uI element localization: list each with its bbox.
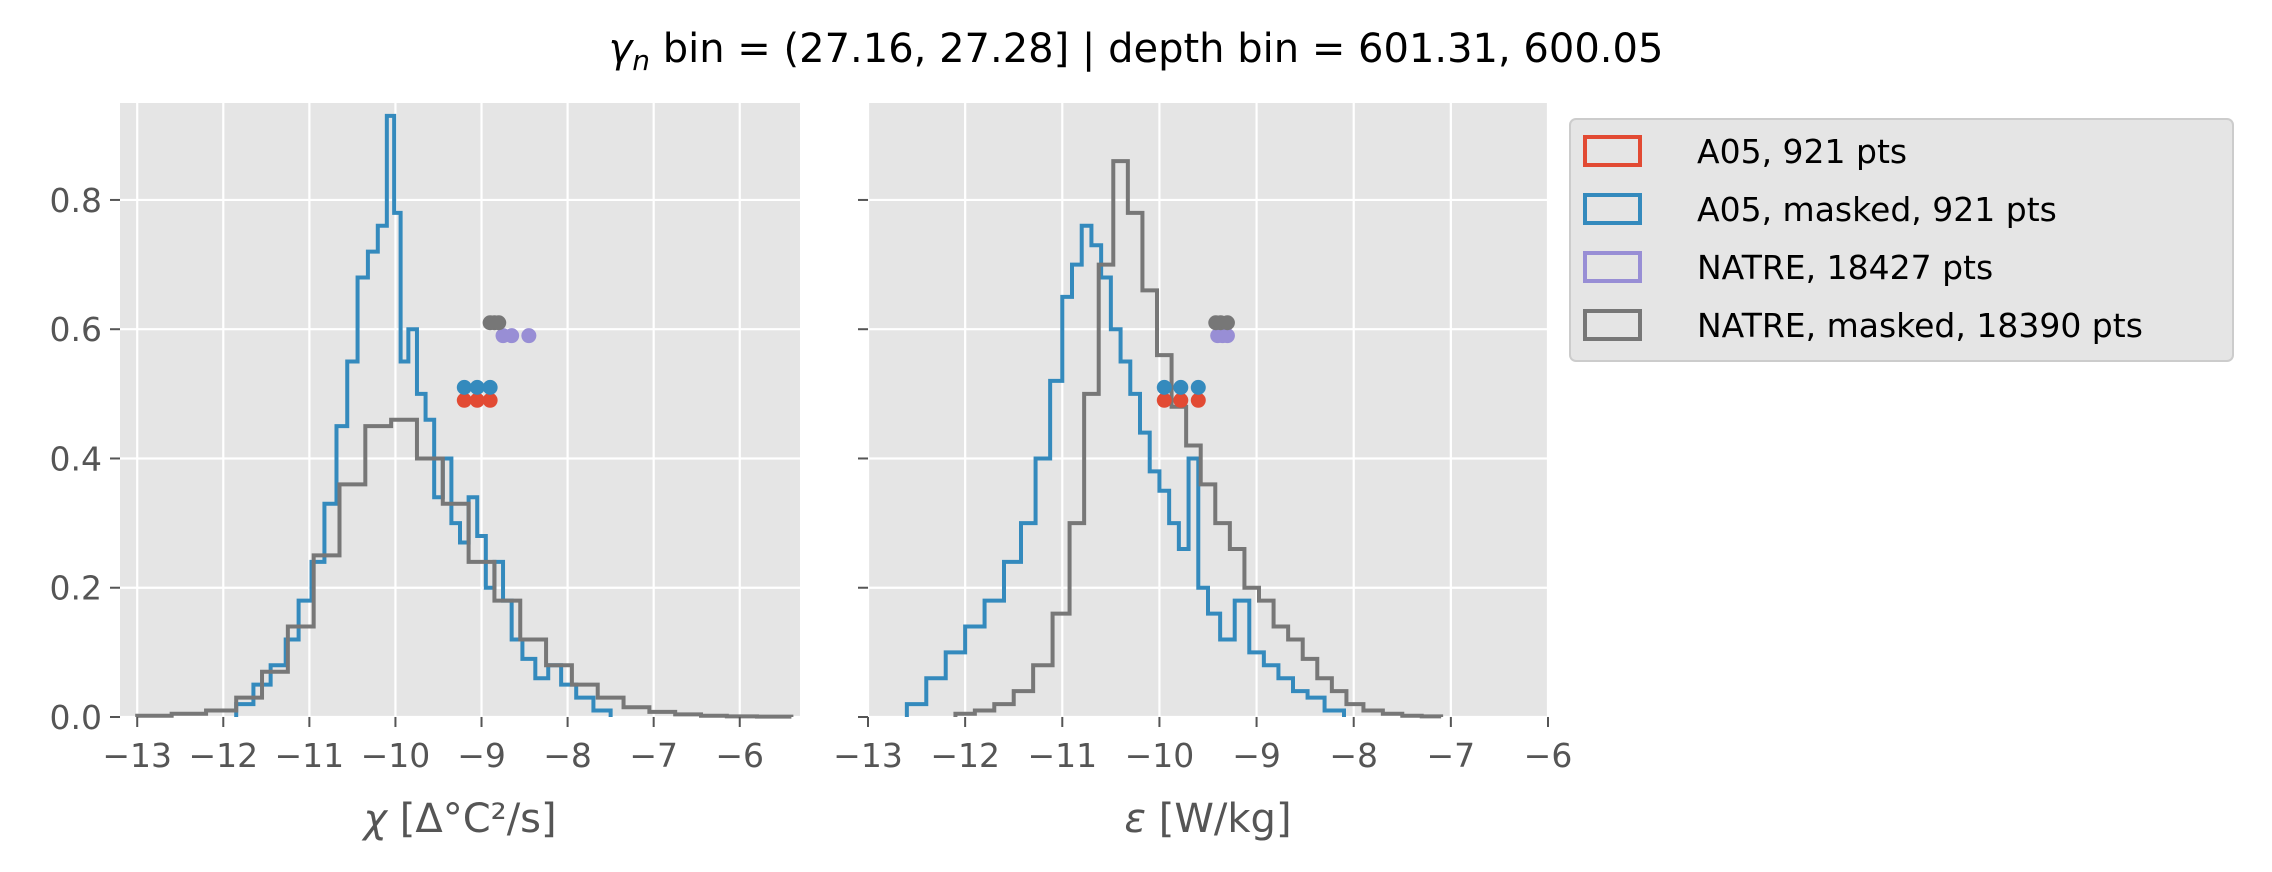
statistic-marker — [482, 392, 498, 408]
x-axis-unit: [Δ°C²/s] — [387, 796, 557, 842]
x-tick-label: −12 — [930, 736, 1000, 775]
title-text: bin = (27.16, 27.28] | depth bin = 601.3… — [650, 26, 1663, 72]
x-tick-label: −6 — [715, 736, 764, 775]
legend-swatch — [1583, 309, 1642, 341]
histogram-line — [904, 223, 1346, 717]
histogram-series — [135, 113, 794, 719]
legend-label: NATRE, 18427 pts — [1697, 248, 1993, 287]
statistic-marker — [1219, 328, 1235, 344]
statistic-marker — [1219, 315, 1235, 331]
figure-title: γn bin = (27.16, 27.28] | depth bin = 60… — [609, 26, 1664, 77]
statistic-marker — [1190, 379, 1206, 395]
legend-label: A05, masked, 921 pts — [1697, 190, 2057, 229]
legend-frame — [1569, 118, 2234, 362]
x-tick-label: −7 — [629, 736, 678, 775]
x-tick-label: −10 — [361, 736, 431, 775]
title-subscript: n — [632, 44, 650, 77]
statistic-marker — [504, 328, 520, 344]
x-axis: −13 −12 −11 −10 −9 −8 −7 −6 — [833, 717, 1572, 775]
x-tick-label: −13 — [102, 736, 172, 775]
x-axis-label: ε [W/kg] — [1124, 796, 1291, 842]
x-tick-label: −13 — [833, 736, 903, 775]
x-tick-label: −9 — [457, 736, 506, 775]
legend-swatch — [1583, 135, 1642, 167]
y-tick-label: 0.4 — [50, 439, 102, 478]
histogram-series — [904, 159, 1444, 719]
y-axis — [858, 198, 868, 718]
statistic-marker — [469, 392, 485, 408]
statistic-marker — [521, 328, 537, 344]
legend-label: NATRE, masked, 18390 pts — [1697, 306, 2143, 345]
histogram-line — [135, 417, 794, 719]
legend: A05, 921 pts A05, masked, 921 pts NATRE, 1… — [1569, 118, 2234, 362]
statistic-marker — [456, 379, 472, 395]
statistic-marker — [482, 379, 498, 395]
legend-label: A05, 921 pts — [1697, 132, 1907, 171]
title-gamma: γ — [609, 26, 635, 72]
statistic-markers — [1156, 315, 1235, 408]
chi-histogram-panel: −13 −12 −11 −10 −9 −8 −7 −6 0.0 0.2 0.4 0.6 0.8 χ [… — [50, 103, 800, 842]
x-tick-label: −8 — [1329, 736, 1378, 775]
statistic-marker — [1190, 392, 1206, 408]
statistic-marker — [1173, 392, 1189, 408]
statistic-marker — [456, 392, 472, 408]
x-tick-label: −10 — [1125, 736, 1195, 775]
y-tick-label: 0.2 — [50, 569, 102, 608]
statistic-marker — [1156, 379, 1172, 395]
grid-lines — [120, 103, 800, 719]
x-axis: −13 −12 −11 −10 −9 −8 −7 −6 — [102, 717, 764, 775]
legend-swatch — [1583, 251, 1642, 283]
x-axis-unit: [W/kg] — [1146, 796, 1292, 842]
x-axis-label: χ [Δ°C²/s] — [361, 796, 556, 842]
statistic-marker — [469, 379, 485, 395]
y-tick-label: 0.0 — [50, 698, 102, 737]
statistic-marker — [1156, 392, 1172, 408]
histogram-line — [234, 113, 613, 717]
x-tick-label: −8 — [543, 736, 592, 775]
epsilon-histogram-panel: −13 −12 −11 −10 −9 −8 −7 −6 ε [W/kg] — [833, 103, 1572, 842]
x-tick-label: −11 — [1027, 736, 1097, 775]
x-tick-label: −11 — [275, 736, 345, 775]
statistic-markers — [456, 315, 537, 408]
x-tick-label: −6 — [1524, 736, 1573, 775]
y-axis: 0.0 0.2 0.4 0.6 0.8 — [50, 181, 120, 737]
x-axis-symbol: χ — [361, 796, 388, 842]
legend-items: A05, 921 pts A05, masked, 921 pts NATRE, 1… — [1583, 132, 2143, 345]
x-tick-label: −12 — [188, 736, 258, 775]
statistic-marker — [491, 315, 507, 331]
y-tick-label: 0.8 — [50, 181, 102, 220]
histogram-line — [953, 159, 1444, 719]
legend-swatch — [1583, 193, 1642, 225]
x-tick-label: −9 — [1232, 736, 1281, 775]
y-tick-label: 0.6 — [50, 310, 102, 349]
statistic-marker — [1173, 379, 1189, 395]
plot-background — [120, 103, 800, 717]
x-tick-label: −7 — [1427, 736, 1476, 775]
x-axis-symbol: ε — [1124, 796, 1146, 842]
